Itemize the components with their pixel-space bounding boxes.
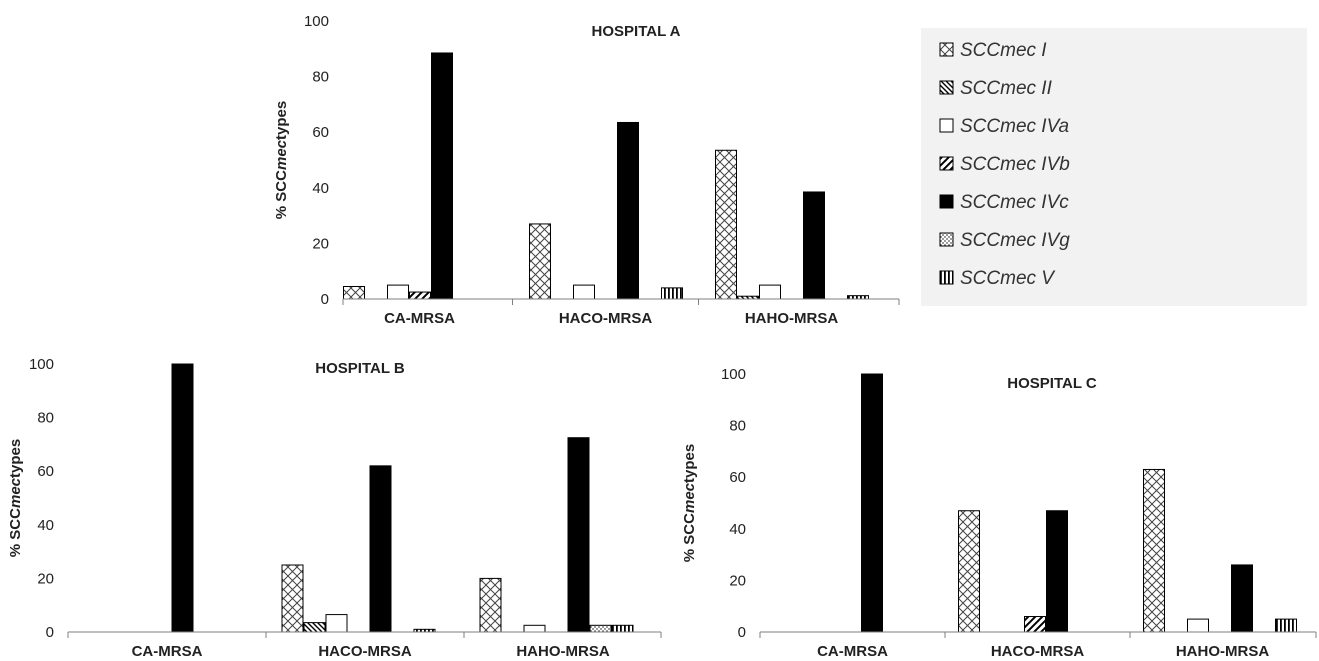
bar <box>409 291 431 300</box>
bar <box>1024 616 1046 633</box>
legend-swatch <box>939 194 954 209</box>
y-axis-label: % SCCmectypes <box>273 101 290 219</box>
y-tick-label: 80 <box>37 410 54 427</box>
legend-entry: SCCmec IVg <box>960 230 1070 251</box>
bar <box>171 363 194 633</box>
y-tick-label: 60 <box>729 469 746 486</box>
y-tick-label: 100 <box>721 366 746 383</box>
bar <box>617 121 639 300</box>
bar <box>529 223 551 300</box>
bar <box>573 284 595 300</box>
bar <box>1187 618 1209 633</box>
y-axis-label: % SCCmectypes <box>7 439 24 557</box>
bar <box>958 510 980 633</box>
y-tick-label: 80 <box>729 418 746 435</box>
bar <box>1275 618 1297 633</box>
y-tick-label: 0 <box>321 291 329 308</box>
chart-title: HOSPITAL C <box>1007 375 1097 392</box>
bar <box>715 149 737 300</box>
y-axis-label: % SCCmectypes <box>681 444 698 562</box>
y-tick-label: 40 <box>312 180 329 197</box>
legend-entry: SCCmec II <box>960 78 1053 99</box>
bar <box>387 284 409 300</box>
hospital-a-panel: 0 20 40 60 80 100 % SCCmectypes HOSPITAL A CA-MR… <box>273 13 900 327</box>
legend-entry: SCCmec V <box>960 268 1056 289</box>
y-tick-label: 20 <box>37 570 54 587</box>
bar <box>861 373 883 633</box>
legend: SCCmec I SCCmec II SCCmec IVa SCCmec IVb SCC… <box>921 28 1307 306</box>
y-tick-label: 20 <box>729 572 746 589</box>
bar <box>1143 468 1165 633</box>
category-label: HAHO-MRSA <box>516 643 609 660</box>
legend-entry: SCCmec IVb <box>960 154 1070 175</box>
chart-title: HOSPITAL A <box>592 23 681 40</box>
bar <box>325 614 348 633</box>
legend-entry: SCCmec IVa <box>960 116 1069 137</box>
bar <box>369 465 392 633</box>
category-label: HACO-MRSA <box>559 310 652 327</box>
legend-box <box>921 28 1307 306</box>
legend-swatch <box>939 156 954 171</box>
y-tick-label: 80 <box>312 69 329 86</box>
bar <box>431 52 453 300</box>
legend-swatch <box>939 80 954 95</box>
bar <box>479 577 502 633</box>
bar <box>847 295 869 300</box>
y-tick-label: 60 <box>312 124 329 141</box>
category-label: HAHO-MRSA <box>745 310 838 327</box>
bar <box>343 285 365 300</box>
bar <box>303 622 326 633</box>
legend-entry: SCCmec IVc <box>960 192 1069 213</box>
category-label: CA-MRSA <box>384 310 455 327</box>
y-tick-label: 0 <box>46 624 54 641</box>
chart-title: HOSPITAL B <box>315 360 405 377</box>
hospital-c-panel: 0 20 40 60 80 100 % SCCmectypes HOSPITAL C CA-MR… <box>681 366 1317 660</box>
bar <box>661 287 683 300</box>
y-tick-label: 100 <box>304 13 329 30</box>
legend-swatch <box>939 232 954 247</box>
bar <box>567 437 590 633</box>
legend-swatch <box>939 270 954 285</box>
y-tick-label: 60 <box>37 463 54 480</box>
bar <box>589 624 612 633</box>
y-tick-label: 0 <box>738 624 746 641</box>
category-label: HACO-MRSA <box>991 643 1084 660</box>
legend-swatch <box>939 118 954 133</box>
y-tick-label: 40 <box>729 521 746 538</box>
bar <box>523 624 546 633</box>
legend-entry: SCCmec I <box>960 40 1047 61</box>
category-label: HAHO-MRSA <box>1176 643 1269 660</box>
hospital-b-panel: 0 20 40 60 80 100 % SCCmectypes HOSPITAL B CA-MR… <box>7 356 662 660</box>
bar <box>759 284 781 300</box>
legend-swatch <box>939 42 954 57</box>
category-label: HACO-MRSA <box>318 643 411 660</box>
category-label: CA-MRSA <box>817 643 888 660</box>
y-tick-label: 100 <box>29 356 54 373</box>
y-tick-label: 20 <box>312 235 329 252</box>
bar <box>1231 564 1253 633</box>
bar <box>281 564 304 633</box>
bar <box>803 191 825 300</box>
category-label: CA-MRSA <box>132 643 203 660</box>
bar <box>1046 510 1068 633</box>
bar <box>611 624 634 633</box>
y-tick-label: 40 <box>37 517 54 534</box>
